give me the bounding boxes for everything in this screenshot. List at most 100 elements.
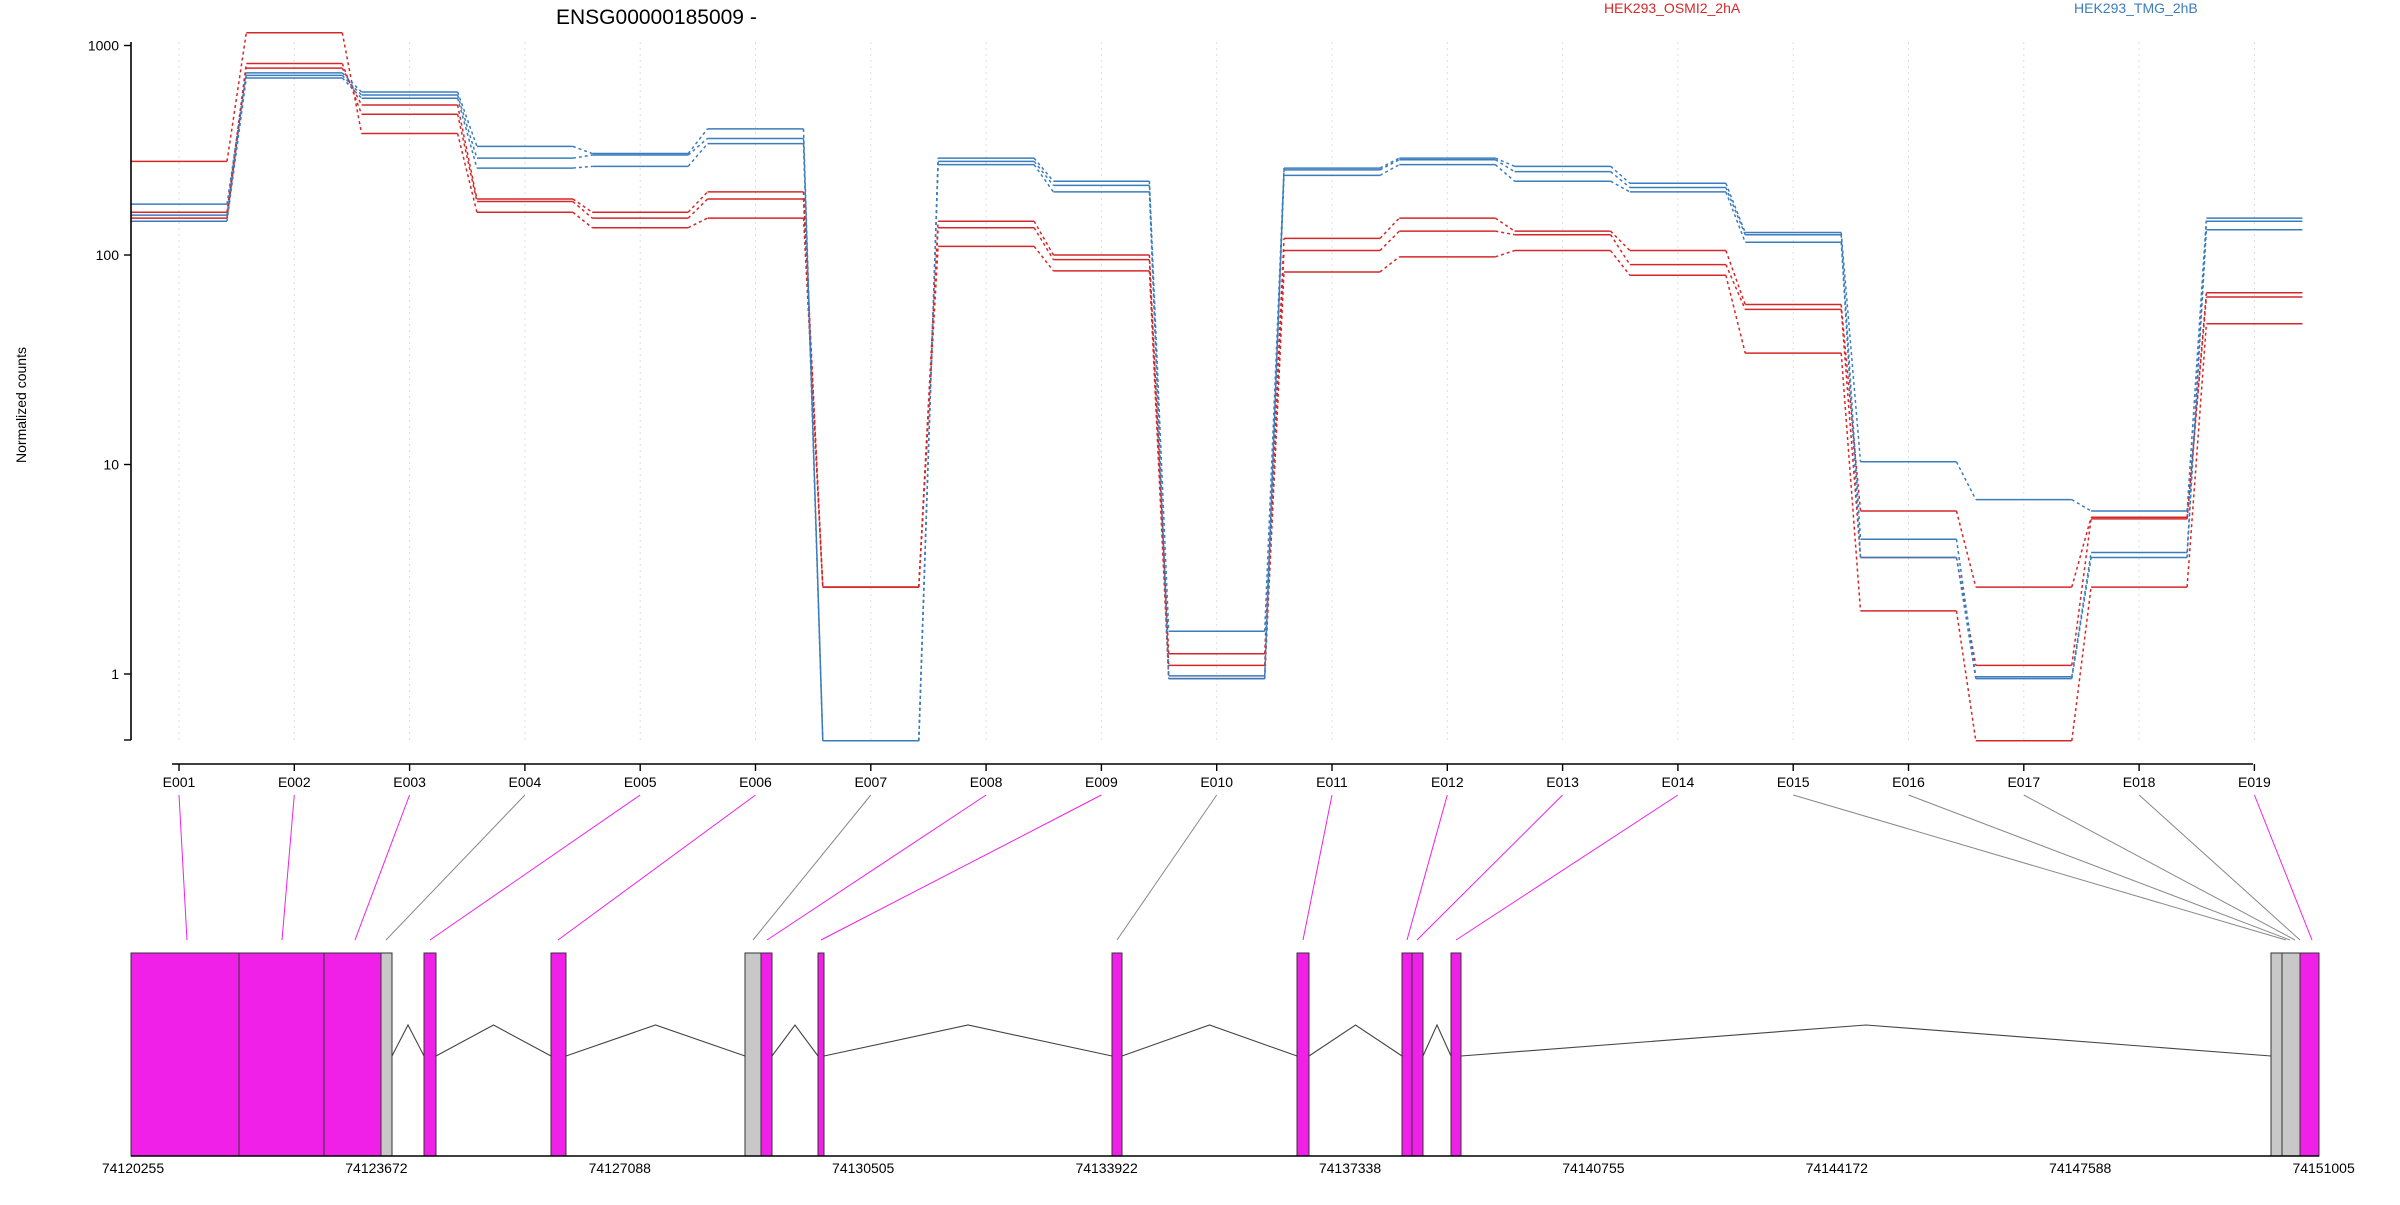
exon-link-line (1455, 794, 1679, 941)
x-tick-label: E004 (509, 774, 542, 790)
y-tick-label: 1000 (88, 38, 119, 54)
exon-connector (1379, 157, 1400, 169)
exon-connector (456, 114, 478, 202)
coordinate-label: 74137338 (1319, 1160, 1382, 1176)
x-tick-label: E010 (1200, 774, 1233, 790)
exon-connector (341, 74, 363, 96)
exon-connector (1955, 610, 1977, 741)
exon-link-line (178, 794, 188, 941)
exon-connector (341, 32, 363, 134)
exon-connector (2186, 292, 2208, 518)
exon-connector (802, 198, 824, 588)
exon-connector (1955, 461, 1977, 500)
exon-link-line (1793, 794, 2287, 941)
x-tick-label: E002 (278, 774, 311, 790)
exon-link-line (2138, 794, 2301, 941)
x-tick-label: E005 (624, 774, 657, 790)
exon-connector (2071, 518, 2092, 666)
x-tick-label: E019 (2238, 774, 2271, 790)
exon-connector (1379, 256, 1400, 273)
exon-connector (802, 128, 824, 741)
coordinate-label: 74140755 (1562, 1160, 1625, 1176)
exon-connector (341, 77, 363, 99)
exon-link-line (2023, 794, 2296, 941)
intron-line (1460, 1024, 2272, 1057)
chart-title: ENSG00000185009 - (556, 6, 757, 29)
exon-connector (1379, 230, 1400, 252)
exon-feature (130, 952, 240, 1157)
exon-connector (456, 94, 478, 159)
exon-connector (1263, 168, 1285, 632)
x-tick-label: E008 (970, 774, 1003, 790)
exon-feature (423, 952, 437, 1157)
exon-connector (572, 198, 593, 213)
exon-connector (2071, 498, 2092, 512)
exon-connector (2071, 517, 2092, 588)
x-tick-label: E018 (2123, 774, 2156, 790)
intron-line (1422, 1023, 1452, 1057)
intron-line (823, 1024, 1113, 1057)
exon-feature (1411, 952, 1424, 1157)
exon-connector (572, 154, 593, 159)
exon-link-line (1908, 794, 2291, 941)
x-tick-label: E015 (1777, 774, 1810, 790)
exon-connector (2071, 586, 2092, 741)
exon-connector (1955, 539, 1977, 677)
exon-connector (1148, 185, 1170, 676)
legend-series-1: HEK293_OSMI2_2hA (1604, 0, 1741, 16)
exon-connector (1495, 249, 1515, 258)
series-line (131, 62, 2303, 667)
exon-link-line (1416, 794, 1563, 941)
intron-line (771, 1024, 819, 1057)
exon-feature (550, 952, 567, 1157)
exon-feature (1450, 952, 1462, 1157)
x-tick-label: E011 (1316, 774, 1348, 790)
exon-connector (1494, 217, 1516, 232)
exon-connector (1610, 230, 1631, 252)
exon-connector (1725, 187, 1746, 235)
exon-connector (1610, 250, 1631, 276)
exon-connector (1495, 157, 1515, 168)
series-line (131, 74, 2303, 742)
exon-connector (1148, 181, 1170, 632)
x-tick-label: E006 (739, 774, 772, 790)
exon-connector (1033, 160, 1054, 186)
exon-connector (1495, 230, 1515, 236)
intron-line (1308, 1024, 1403, 1057)
coordinate-label: 74120255 (102, 1160, 165, 1176)
exon-connector (687, 191, 709, 213)
exon-feature (1296, 952, 1310, 1157)
exon-connector (1840, 232, 1862, 462)
intron-line (565, 1024, 746, 1057)
exon-connector (456, 104, 478, 200)
intron-line (1121, 1024, 1298, 1057)
series-line (131, 67, 2303, 655)
exon-feature (760, 952, 773, 1157)
exon-link-line (766, 794, 987, 941)
y-axis-label: Normalized counts (13, 347, 29, 463)
exon-connector (1840, 242, 1862, 558)
exon-connector (1033, 220, 1055, 256)
exon-feature (817, 952, 825, 1157)
exon-connector (456, 133, 478, 213)
exon-connector (1494, 164, 1516, 182)
exon-link-line (1302, 794, 1333, 941)
exon-connector (456, 91, 478, 147)
exon-link-line (2253, 794, 2313, 941)
exon-link-line (820, 794, 1102, 941)
exon-connector (2186, 296, 2208, 519)
exon-connector (687, 143, 709, 167)
exon-connector (2186, 218, 2208, 512)
exon-feature (2299, 952, 2320, 1157)
exon-connector (687, 198, 709, 219)
exon-connector (1955, 510, 1977, 588)
exon-connector (918, 158, 939, 741)
exon-connector (687, 137, 708, 156)
exon-feature (323, 952, 382, 1157)
exon-connector (1725, 250, 1746, 305)
exon-connector (572, 211, 593, 229)
exon-connector (2186, 323, 2208, 588)
exon-connector (1609, 234, 1631, 265)
exon-link-line (385, 794, 526, 941)
